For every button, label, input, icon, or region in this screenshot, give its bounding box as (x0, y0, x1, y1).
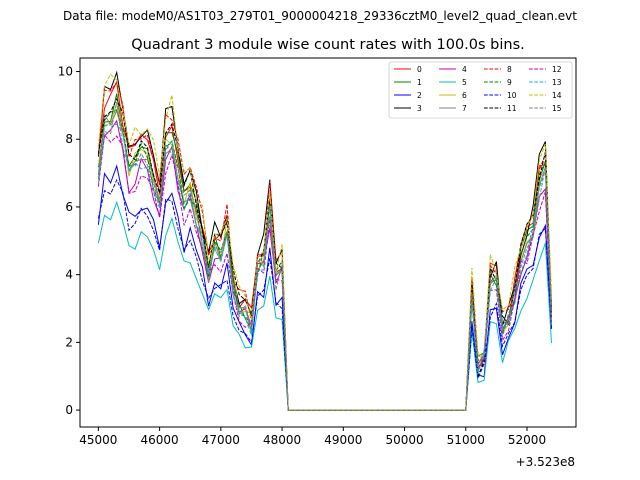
chart-title: Quadrant 3 module wise count rates with … (131, 37, 525, 53)
legend-label-11: 11 (507, 104, 517, 113)
y-tick-label: 8 (65, 132, 73, 146)
y-tick-label: 6 (65, 200, 73, 214)
legend-label-4: 4 (462, 65, 467, 74)
y-tick-label: 10 (58, 65, 73, 79)
series-layer (97, 70, 552, 411)
legend-label-12: 12 (552, 65, 562, 74)
legend-label-14: 14 (552, 91, 562, 100)
legend-label-3: 3 (417, 104, 422, 113)
x-axis: 45000 46000 47000 48000 49000 50000 51000 52000 (79, 427, 546, 447)
axes-frame (79, 57, 577, 428)
y-tick-label: 2 (65, 335, 73, 349)
x-tick-label: 46000 (141, 433, 179, 447)
legend-label-2: 2 (417, 91, 422, 100)
legend-label-9: 9 (507, 78, 512, 87)
series-line-14 (97, 73, 552, 411)
legend-label-7: 7 (462, 104, 467, 113)
series-line-15 (97, 102, 552, 411)
plot-area: 45000 46000 47000 48000 49000 50000 51000 52000… (58, 57, 577, 469)
y-axis: 0 2 4 6 8 10 (58, 65, 80, 417)
x-tick-label: 49000 (324, 433, 362, 447)
x-tick-label: 47000 (202, 433, 240, 447)
x-axis-offset-label: +3.523e8 (516, 455, 575, 469)
series-line-10 (97, 178, 552, 411)
y-tick-label: 0 (65, 403, 73, 417)
x-tick-label: 52000 (508, 433, 546, 447)
x-tick-label: 48000 (263, 433, 301, 447)
figure-suptitle: Data file: modeM0/AS1T03_279T01_90000042… (63, 9, 577, 23)
legend-label-0: 0 (417, 65, 422, 74)
y-tick-label: 4 (65, 268, 73, 282)
legend-label-6: 6 (462, 91, 467, 100)
legend-label-13: 13 (552, 78, 562, 87)
x-tick-label: 45000 (79, 433, 117, 447)
x-tick-label: 51000 (447, 433, 485, 447)
legend-label-5: 5 (462, 78, 467, 87)
legend-label-8: 8 (507, 65, 512, 74)
legend-label-1: 1 (417, 78, 422, 87)
x-tick-label: 50000 (385, 433, 423, 447)
legend-label-10: 10 (507, 91, 517, 100)
legend-label-15: 15 (552, 104, 562, 113)
legend-frame (388, 61, 573, 119)
